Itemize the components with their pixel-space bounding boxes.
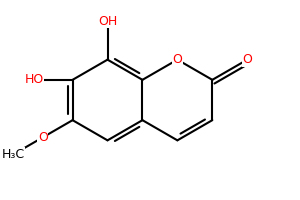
- Text: HO: HO: [25, 73, 44, 86]
- Text: OH: OH: [98, 15, 117, 28]
- Text: O: O: [38, 131, 48, 144]
- Text: O: O: [242, 53, 252, 66]
- Text: O: O: [172, 53, 182, 66]
- Text: H₃C: H₃C: [2, 148, 25, 161]
